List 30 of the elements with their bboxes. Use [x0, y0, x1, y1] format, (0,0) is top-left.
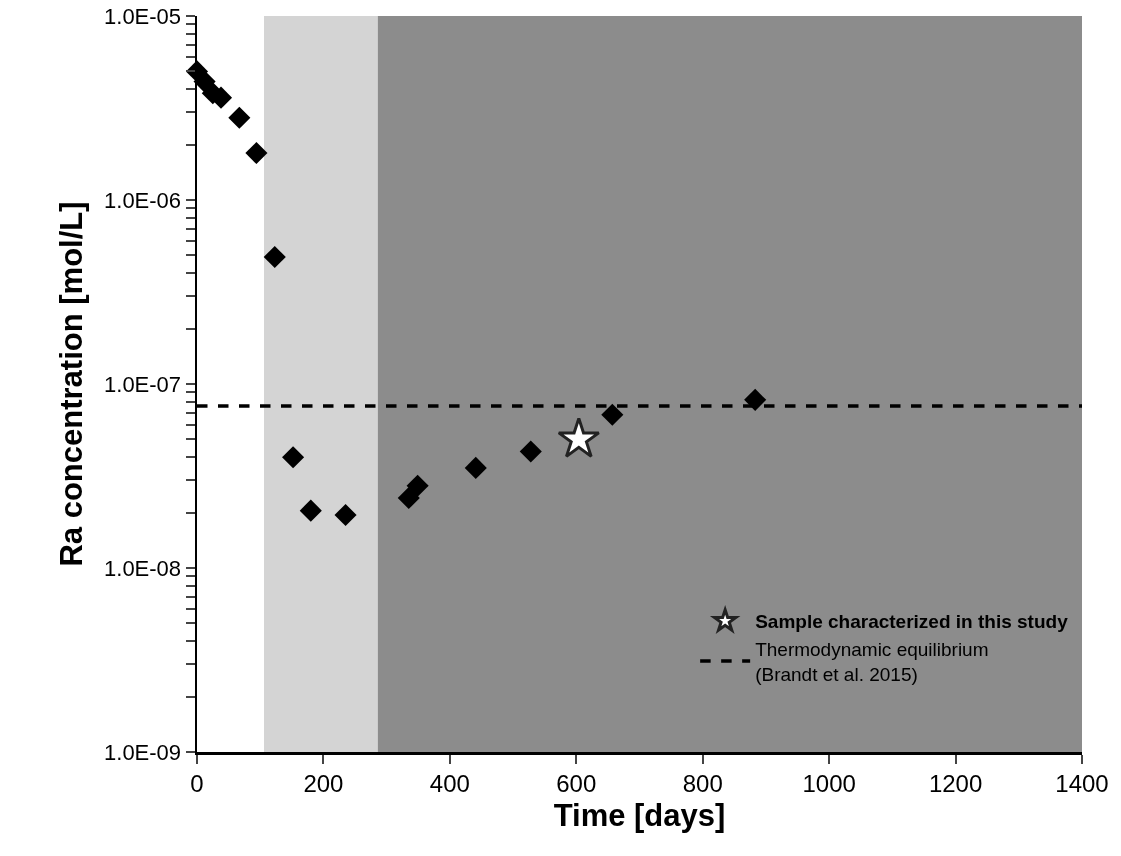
point [601, 403, 624, 426]
point [397, 486, 420, 510]
point [334, 503, 357, 527]
point [406, 474, 429, 497]
x-tick-label: 800 [682, 770, 723, 798]
y-tick-label: 1.0E-06 [104, 187, 182, 213]
point [263, 245, 286, 269]
point [193, 70, 216, 93]
x-tick-label: 600 [556, 770, 597, 798]
x-tick-label: 0 [190, 770, 204, 798]
legend-label: Sample characterized in this study [755, 611, 1069, 633]
x-tick-label: 1200 [928, 770, 983, 798]
point [464, 456, 487, 479]
y-tick-label: 1.0E-07 [104, 371, 182, 397]
point [228, 106, 251, 129]
y-tick-label: 1.0E-05 [104, 3, 182, 29]
legend-label: Thermodynamic equilibrium (Brandt et al. 2015) [755, 639, 989, 685]
point [245, 141, 268, 165]
point [744, 388, 767, 411]
x-axis-title: Time [days] [553, 797, 726, 833]
x-tick-label: 1400 [1055, 770, 1109, 798]
x-tick-label: 1000 [802, 770, 856, 798]
point [519, 440, 542, 463]
x-tick-label: 400 [429, 770, 470, 798]
point [282, 446, 305, 469]
y-axis-title: Ra concentration [mol/L] [54, 201, 90, 567]
y-tick-label: 1.0E-08 [104, 555, 182, 581]
point [299, 499, 322, 522]
x-tick-label: 200 [303, 770, 344, 798]
y-tick-label: 1.0E-09 [104, 739, 182, 765]
